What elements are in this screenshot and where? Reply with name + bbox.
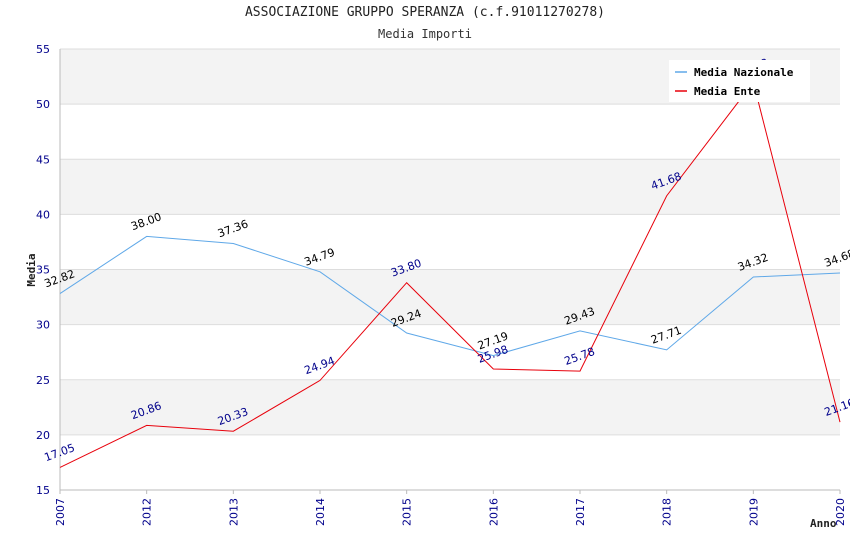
y-tick-label: 35	[36, 264, 50, 277]
axes	[59, 49, 840, 491]
legend: Media Nazionale Media Ente	[669, 60, 810, 102]
x-tick-label: 2018	[661, 498, 674, 526]
legend-label: Media Ente	[694, 85, 761, 98]
grid-band	[60, 104, 840, 160]
x-tick-label: 2020	[834, 498, 847, 526]
y-axis-ticks: 15 20 25 30 35 40 45 50 55	[36, 43, 50, 497]
grid-band	[60, 434, 840, 490]
legend-label: Media Nazionale	[694, 66, 794, 79]
x-tick-label: 2015	[401, 498, 414, 526]
grid-band	[60, 324, 840, 380]
y-tick-label: 45	[36, 153, 50, 166]
grid-band	[60, 214, 840, 270]
x-tick-label: 2014	[314, 498, 327, 526]
x-axis-label: Anno	[810, 517, 837, 530]
x-tick-label: 2013	[227, 498, 240, 526]
chart-subtitle: Media Importi	[378, 27, 472, 41]
y-tick-label: 40	[36, 208, 50, 221]
y-tick-label: 30	[36, 319, 50, 332]
y-tick-label: 15	[36, 484, 50, 497]
legend-box	[669, 60, 810, 102]
y-tick-label: 50	[36, 98, 50, 111]
x-tick-label: 2012	[141, 498, 154, 526]
y-tick-label: 20	[36, 429, 50, 442]
grid-lines	[60, 48, 840, 491]
grid-band	[60, 379, 840, 435]
series-line-media-ente	[59, 81, 841, 468]
x-axis-ticks: 2007 2012 2013 2014 2015 2016 2017 2018 2019 2020	[54, 490, 847, 526]
grid-band	[60, 159, 840, 215]
chart-title: ASSOCIAZIONE GRUPPO SPERANZA (c.f.910112…	[244, 5, 606, 20]
y-tick-label: 55	[36, 43, 50, 56]
y-tick-label: 25	[36, 374, 50, 387]
series-lines	[59, 81, 841, 468]
x-tick-label: 2016	[487, 498, 500, 526]
grid-bands	[60, 49, 840, 490]
y-axis-label: Media	[25, 253, 38, 286]
grid-band	[60, 269, 840, 325]
x-tick-label: 2017	[574, 498, 587, 526]
x-tick-label: 2007	[54, 498, 67, 526]
series-line-media-nazionale	[59, 235, 841, 357]
x-tick-label: 2019	[747, 498, 760, 526]
